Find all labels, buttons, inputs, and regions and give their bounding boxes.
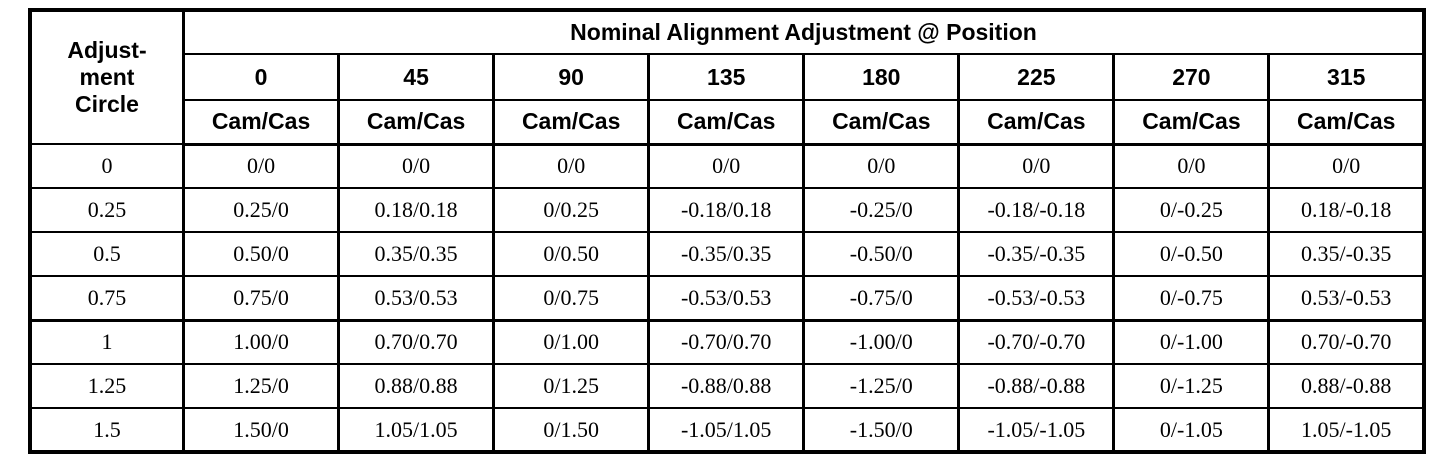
value-cell: -0.88/-0.88 [957, 363, 1116, 409]
camcas-subheader: Cam/Cas [1267, 99, 1426, 146]
value-cell: -0.75/0 [802, 275, 961, 321]
value-cell: -0.25/0 [802, 187, 961, 233]
position-header-270: 270 [1112, 53, 1271, 101]
adjustment-circle-value: 1.25 [28, 363, 185, 409]
value-cell: -1.05/1.05 [647, 407, 806, 453]
value-cell: 0/-0.25 [1112, 187, 1271, 233]
value-cell: 0/0 [1267, 143, 1426, 189]
camcas-subheader: Cam/Cas [492, 99, 651, 146]
data-row-1.25: 1.25 1.25/0 0.88/0.88 0/1.25 -0.88/0.88 -1.25… [28, 363, 1426, 409]
value-cell: 0.53/-0.53 [1267, 275, 1426, 321]
adjustment-circle-value: 1 [28, 318, 185, 365]
position-header-45: 45 [337, 53, 496, 101]
position-header-180: 180 [802, 53, 961, 101]
adjustment-circle-value: 0 [28, 143, 185, 189]
data-row-0.75: 0.75 0.75/0 0.53/0.53 0/0.75 -0.53/0.53 -0.75… [28, 275, 1426, 321]
nominal-alignment-header: Nominal Alignment Adjustment @ Position [182, 9, 1426, 55]
value-cell: 0/1.25 [492, 363, 651, 409]
value-cell: -0.70/0.70 [647, 318, 806, 365]
value-cell: 1.50/0 [181, 407, 341, 453]
value-cell: 0.50/0 [181, 231, 341, 277]
value-cell: 0/-0.75 [1112, 275, 1271, 321]
data-row-0.25: 0.25 0.25/0 0.18/0.18 0/0.25 -0.18/0.18 -0.25… [28, 187, 1426, 233]
alignment-adjustment-table: Adjust- ment Circle Nominal Alignment Ad… [28, 8, 1426, 454]
camcas-subheader: Cam/Cas [957, 99, 1116, 146]
value-cell: 0/0.75 [492, 275, 651, 321]
camcas-subheader: Cam/Cas [1112, 99, 1271, 146]
adjustment-circle-header: Adjust- ment Circle [28, 9, 185, 145]
value-cell: 0.53/0.53 [337, 275, 496, 321]
value-cell: 1.05/1.05 [337, 407, 496, 453]
value-cell: 0.18/0.18 [337, 187, 496, 233]
camcas-subheader: Cam/Cas [181, 99, 341, 146]
adjustment-circle-value: 0.75 [28, 275, 185, 321]
value-cell: 0/0 [337, 143, 496, 189]
data-row-1.5: 1.5 1.50/0 1.05/1.05 0/1.50 -1.05/1.05 -1.50/… [28, 407, 1426, 453]
span-header-row: Adjust- ment Circle Nominal Alignment Ad… [28, 9, 1426, 145]
value-cell: 0.88/0.88 [337, 363, 496, 409]
value-cell: 0/1.00 [492, 318, 651, 365]
value-cell: 0.18/-0.18 [1267, 187, 1426, 233]
value-cell: 0/-1.00 [1112, 318, 1271, 365]
adjustment-circle-value: 0.5 [28, 231, 185, 277]
camcas-subheader: Cam/Cas [647, 99, 806, 146]
data-row-1: 1 1.00/0 0.70/0.70 0/1.00 -0.70/0.70 -1.00/0-… [28, 318, 1426, 365]
value-cell: 0/-0.50 [1112, 231, 1271, 277]
value-cell: -0.35/-0.35 [957, 231, 1116, 277]
value-cell: 0.35/0.35 [337, 231, 496, 277]
position-header-135: 135 [647, 53, 806, 101]
adjustment-circle-value: 1.5 [28, 407, 185, 453]
position-header-row: 0 45 90 135 180 225 270 315 [30, 53, 1426, 101]
value-cell: -0.70/-0.70 [957, 318, 1116, 365]
value-cell: 0/0 [647, 143, 806, 189]
value-cell: 0/-1.05 [1112, 407, 1271, 453]
value-cell: 0.70/0.70 [337, 318, 496, 365]
value-cell: -0.88/0.88 [647, 363, 806, 409]
value-cell: 1.05/-1.05 [1267, 407, 1426, 453]
value-cell: -0.18/0.18 [647, 187, 806, 233]
value-cell: 0/-1.25 [1112, 363, 1271, 409]
value-cell: -0.50/0 [802, 231, 961, 277]
position-header-315: 315 [1267, 53, 1426, 101]
value-cell: 1.25/0 [181, 363, 341, 409]
value-cell: 0/0.50 [492, 231, 651, 277]
value-cell: 1.00/0 [181, 318, 341, 365]
position-header-90: 90 [492, 53, 651, 101]
value-cell: 0/0 [802, 143, 961, 189]
value-cell: 0.35/-0.35 [1267, 231, 1426, 277]
position-header-0: 0 [181, 53, 341, 101]
value-cell: -0.53/0.53 [647, 275, 806, 321]
value-cell: 0/0 [181, 143, 341, 189]
value-cell: -1.05/-1.05 [957, 407, 1116, 453]
value-cell: -1.00/0 [802, 318, 961, 365]
value-cell: 0.88/-0.88 [1267, 363, 1426, 409]
value-cell: 0/0 [957, 143, 1116, 189]
value-cell: 0/0.25 [492, 187, 651, 233]
data-row-0.5: 0.5 0.50/0 0.35/0.35 0/0.50 -0.35/0.35 -0.50/… [28, 231, 1426, 277]
value-cell: -1.50/0 [802, 407, 961, 453]
camcas-subheader: Cam/Cas [337, 99, 496, 146]
adjustment-circle-value: 0.25 [28, 187, 185, 233]
data-row-0: 0 0/0 0/0 0/0 0/0 0/0 0/0 0/0 0/0 [28, 143, 1426, 189]
value-cell: 0/1.50 [492, 407, 651, 453]
table-body: 0 0/0 0/0 0/0 0/0 0/0 0/0 0/0 0/0 0.25 0.25/0 0.18/… [28, 143, 1426, 453]
value-cell: -0.35/0.35 [647, 231, 806, 277]
camcas-subheader: Cam/Cas [802, 99, 961, 146]
value-cell: 0.75/0 [181, 275, 341, 321]
value-cell: -0.53/-0.53 [957, 275, 1116, 321]
position-header-225: 225 [957, 53, 1116, 101]
camcas-header-row: Cam/Cas Cam/Cas Cam/Cas Cam/Cas Cam/Cas Cam/C… [30, 99, 1426, 146]
value-cell: 0/0 [492, 143, 651, 189]
value-cell: 0.25/0 [181, 187, 341, 233]
table-header: Adjust- ment Circle Nominal Alignment Ad… [28, 9, 1426, 146]
value-cell: -1.25/0 [802, 363, 961, 409]
value-cell: 0.70/-0.70 [1267, 318, 1426, 365]
value-cell: 0/0 [1112, 143, 1271, 189]
value-cell: -0.18/-0.18 [957, 187, 1116, 233]
